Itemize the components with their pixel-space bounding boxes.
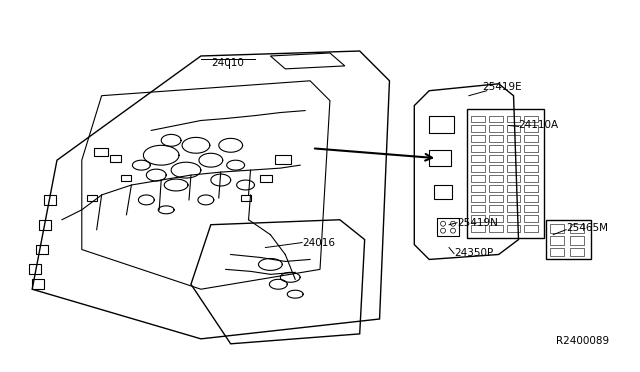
Bar [429,116,454,134]
Bar [507,225,520,232]
Bar [524,175,538,182]
Bar [437,218,459,235]
Bar [550,247,564,256]
Text: 25419N: 25419N [457,218,498,228]
Bar [36,244,48,254]
Bar [467,109,544,238]
Bar [489,205,502,212]
Bar [524,125,538,132]
Bar [489,125,502,132]
Bar [524,225,538,232]
Bar [489,215,502,222]
Bar [489,225,502,232]
Bar [489,195,502,202]
Text: R2400089: R2400089 [556,336,609,346]
Bar [507,125,520,132]
Bar [507,175,520,182]
Bar [260,175,273,182]
Bar [507,195,520,202]
Bar [570,235,584,244]
Bar [87,195,97,201]
Bar [471,135,484,142]
Text: 24010: 24010 [211,58,244,68]
Bar [489,145,502,152]
Text: 24016: 24016 [302,238,335,248]
Bar [524,165,538,172]
Text: 24110A: 24110A [518,121,559,131]
Bar [93,148,108,156]
Bar [32,279,44,289]
Bar [489,175,502,182]
Bar [471,125,484,132]
Bar [507,155,520,162]
Bar [489,116,502,122]
Bar [507,205,520,212]
Bar [122,175,131,181]
Bar [507,145,520,152]
Bar [489,185,502,192]
Bar [471,195,484,202]
Bar [471,205,484,212]
Bar [241,195,250,201]
Bar [29,264,41,274]
Bar [429,150,451,166]
Bar [471,145,484,152]
Bar [471,215,484,222]
Bar [471,155,484,162]
Bar [44,195,56,205]
Bar [524,135,538,142]
Bar [570,224,584,232]
Bar [524,145,538,152]
Bar [507,116,520,122]
Bar [524,215,538,222]
Bar [550,235,564,244]
Bar [434,185,452,199]
Text: 25419E: 25419E [482,82,522,92]
Text: 24350P: 24350P [454,248,493,259]
Bar [524,205,538,212]
Bar [550,224,564,232]
Bar [471,225,484,232]
Bar [275,155,291,164]
Bar [471,116,484,122]
Bar [547,220,591,259]
Bar [507,185,520,192]
Bar [524,155,538,162]
Bar [471,185,484,192]
Bar [507,135,520,142]
Bar [471,165,484,172]
Bar [471,175,484,182]
Bar [524,195,538,202]
Bar [507,215,520,222]
Bar [489,165,502,172]
Bar [524,185,538,192]
Bar [524,116,538,122]
Bar [570,247,584,256]
Bar [489,135,502,142]
Bar [489,155,502,162]
Bar [109,155,122,162]
Text: 25465M: 25465M [566,223,608,233]
Bar [507,165,520,172]
Bar [39,220,51,230]
